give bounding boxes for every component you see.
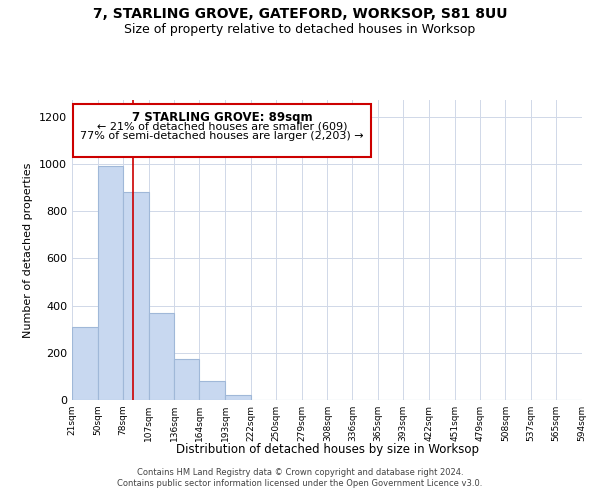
Text: 7, STARLING GROVE, GATEFORD, WORKSOP, S81 8UU: 7, STARLING GROVE, GATEFORD, WORKSOP, S8…: [93, 8, 507, 22]
Text: Contains HM Land Registry data © Crown copyright and database right 2024.
Contai: Contains HM Land Registry data © Crown c…: [118, 468, 482, 487]
Bar: [149, 312, 175, 400]
Bar: [123, 192, 149, 400]
Bar: [175, 358, 199, 400]
Text: Size of property relative to detached houses in Worksop: Size of property relative to detached ho…: [124, 22, 476, 36]
Text: Distribution of detached houses by size in Worksop: Distribution of detached houses by size …: [176, 442, 479, 456]
Bar: [72, 327, 98, 400]
Bar: [98, 166, 123, 400]
Text: ← 21% of detached houses are smaller (609): ← 21% of detached houses are smaller (60…: [97, 122, 347, 132]
Bar: [73, 104, 371, 156]
Y-axis label: Number of detached properties: Number of detached properties: [23, 162, 34, 338]
Bar: [199, 381, 225, 400]
Text: 7 STARLING GROVE: 89sqm: 7 STARLING GROVE: 89sqm: [131, 110, 312, 124]
Bar: [225, 396, 251, 400]
Text: 77% of semi-detached houses are larger (2,203) →: 77% of semi-detached houses are larger (…: [80, 130, 364, 140]
